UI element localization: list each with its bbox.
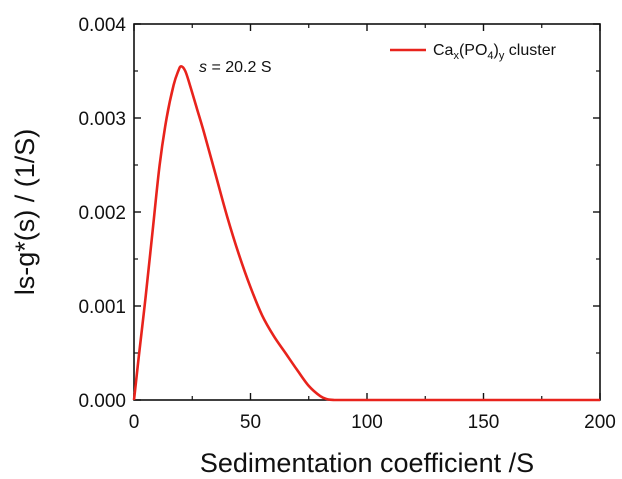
tick-labels: 0 50 100 150 200 0.000 0.001 0.002 0.003 0.004: [78, 15, 615, 433]
axis-ticks: [133, 23, 601, 401]
y-axis-title: ls-g*(s) / (1/S): [10, 129, 40, 296]
plot-border: [133, 23, 601, 401]
x-tick-label: 200: [584, 412, 616, 433]
plot-frame: [133, 23, 601, 401]
y-tick-label: 0.001: [78, 297, 126, 318]
y-tick-label: 0.003: [78, 109, 126, 130]
series-line: [132, 65, 600, 402]
x-tick-label: 0: [129, 412, 140, 433]
legend-label: Cax(PO4)y cluster: [433, 42, 557, 62]
series-layer: [132, 65, 600, 402]
peak-annotation: s = 20.2 S: [199, 59, 272, 76]
y-tick-label: 0.004: [78, 15, 126, 36]
legend: Cax(PO4)y cluster: [390, 42, 557, 62]
x-tick-label: 100: [351, 412, 383, 433]
y-tick-label: 0.002: [78, 203, 126, 224]
x-tick-label: 150: [468, 412, 500, 433]
x-axis-title: Sedimentation coefficient /S: [200, 448, 534, 478]
x-tick-label: 50: [240, 412, 261, 433]
y-tick-label: 0.000: [78, 391, 126, 412]
